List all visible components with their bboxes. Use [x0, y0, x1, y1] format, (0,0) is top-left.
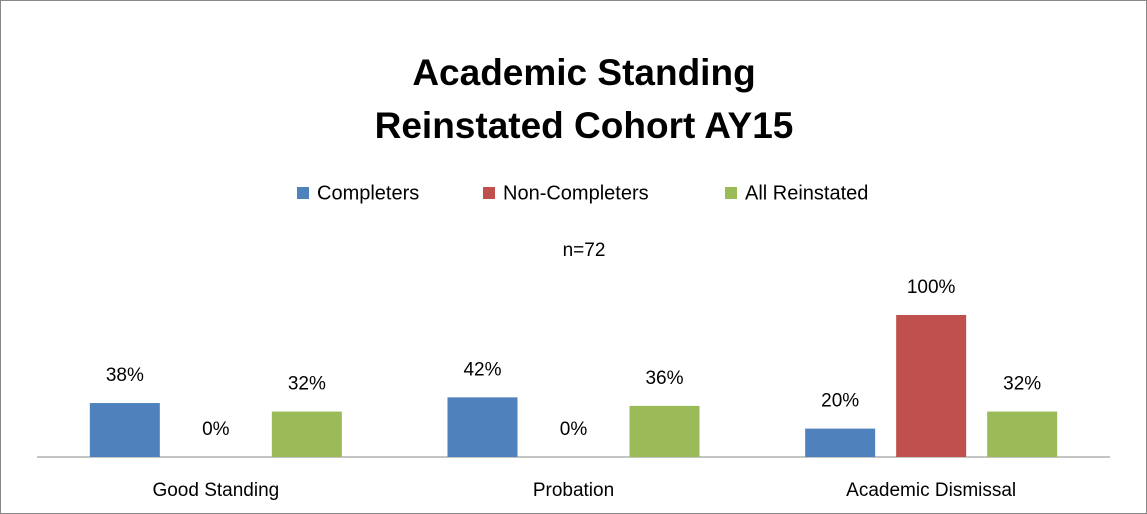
bar: [629, 405, 700, 457]
data-label: 32%: [1003, 374, 1041, 395]
data-label: 36%: [645, 368, 683, 389]
data-label: 0%: [560, 419, 588, 440]
bar: [89, 403, 160, 457]
data-label: 100%: [907, 277, 956, 298]
legend-swatch: [297, 187, 309, 199]
bar: [987, 411, 1058, 457]
x-tick-label: Academic Dismissal: [846, 480, 1016, 501]
legend-label: All Reinstated: [745, 182, 868, 204]
legend-swatch: [725, 187, 737, 199]
data-label: 42%: [463, 359, 501, 380]
legend-label: Non-Completers: [503, 182, 649, 204]
chart-subtitle: n=72: [563, 240, 606, 261]
bar: [805, 428, 876, 457]
bar: [271, 411, 342, 457]
chart-title: Academic Standing: [412, 52, 755, 93]
x-tick-label: Good Standing: [152, 480, 279, 501]
legend-swatch: [483, 187, 495, 199]
chart-title: Reinstated Cohort AY15: [375, 105, 794, 146]
data-label: 20%: [821, 391, 859, 412]
legend-label: Completers: [317, 182, 419, 204]
data-label: 38%: [106, 365, 144, 386]
data-label: 0%: [202, 419, 230, 440]
data-label: 32%: [288, 374, 326, 395]
bar: [896, 315, 967, 457]
bar: [447, 397, 518, 457]
x-tick-label: Probation: [533, 480, 614, 501]
